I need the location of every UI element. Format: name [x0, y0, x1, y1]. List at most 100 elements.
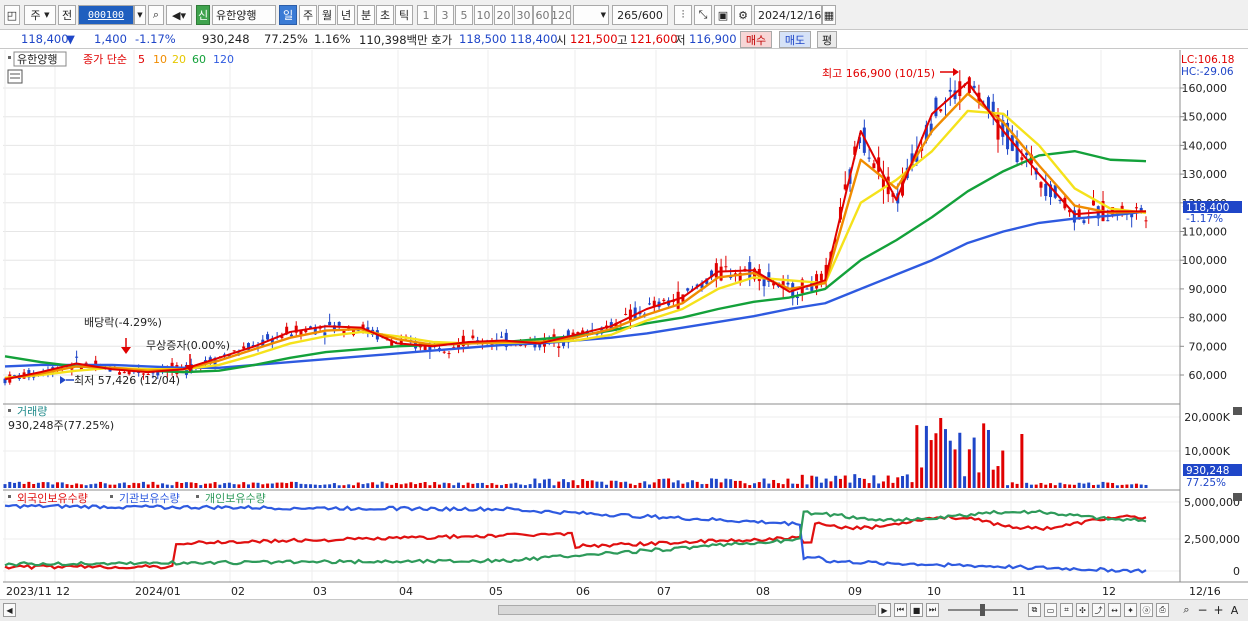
high-annotation: 최고 166,900 (10/15): [822, 67, 959, 80]
pattern-icon[interactable]: ✦: [1124, 603, 1137, 617]
sell-button[interactable]: 매도: [779, 31, 811, 48]
candle-body: [294, 325, 298, 333]
window-icon[interactable]: ▭: [1044, 603, 1057, 617]
volume-bar: [485, 485, 489, 488]
candle-body: [867, 157, 871, 159]
candle-body: [423, 345, 427, 351]
volume-bar: [1010, 482, 1014, 488]
volume-bar: [423, 482, 427, 488]
count-field[interactable]: 265/600: [612, 5, 668, 25]
font-size-icon[interactable]: A: [1230, 603, 1239, 617]
print-icon[interactable]: ⎙: [1156, 603, 1169, 617]
volume-y-tick: 20,000K: [1184, 411, 1230, 424]
high-annotation-text: 최고 166,900 (10/15): [822, 67, 935, 80]
volume-bar: [175, 481, 179, 488]
volume-bar: [323, 484, 327, 488]
calendar-icon[interactable]: ▦: [822, 5, 836, 25]
volume-bar: [75, 483, 79, 488]
period-minute-button[interactable]: 분: [357, 5, 375, 25]
period-year-button[interactable]: 년: [337, 5, 355, 25]
crosshair-icon[interactable]: ✣: [1076, 603, 1089, 617]
period-second-button[interactable]: 초: [376, 5, 394, 25]
stock-chart[interactable]: 160,000150,000140,000130,000120,000110,0…: [0, 50, 1248, 599]
volume-bar: [972, 437, 976, 488]
stock-code-input[interactable]: 000100: [78, 5, 134, 25]
period-tick-button[interactable]: 틱: [395, 5, 413, 25]
individual-holding-line: [4, 509, 1147, 567]
range-3-button[interactable]: 3: [436, 5, 454, 25]
candle-body: [924, 124, 928, 141]
zoom-out-icon[interactable]: −: [1197, 603, 1208, 617]
text-tool-icon[interactable]: ⓐ: [1140, 603, 1153, 617]
range-1-button[interactable]: 1: [417, 5, 435, 25]
candle-body: [853, 146, 857, 155]
magnifier-icon[interactable]: ⌕: [1183, 603, 1190, 616]
gear-icon[interactable]: ⚙: [734, 5, 752, 25]
range-dropdown[interactable]: ▼: [573, 5, 609, 25]
scroll-thumb[interactable]: [498, 605, 876, 615]
close-icon[interactable]: [1233, 407, 1242, 415]
window-menu-icon[interactable]: ◰: [4, 5, 20, 25]
line-tool-icon[interactable]: ⤡: [694, 5, 712, 25]
volume-bar: [714, 478, 718, 488]
volume-bar: [270, 483, 274, 488]
close-icon[interactable]: [1233, 493, 1242, 501]
range-60-button[interactable]: 60: [533, 5, 552, 25]
candle-body: [328, 321, 332, 326]
stock-label-box[interactable]: [13, 51, 67, 67]
search-icon[interactable]: ⌕: [148, 5, 164, 25]
scroll-right-button[interactable]: ▶: [878, 603, 891, 617]
volume-bar: [275, 482, 279, 488]
volume-bar: [165, 484, 169, 488]
trend-icon[interactable]: ⤴: [1092, 603, 1105, 617]
copy-icon[interactable]: ⧉: [1028, 603, 1041, 617]
last-page-icon[interactable]: ⏭: [926, 603, 939, 617]
candle-body: [1144, 220, 1148, 222]
volume-bar: [781, 484, 785, 488]
range-10-button[interactable]: 10: [474, 5, 493, 25]
holding-lines: [4, 503, 1147, 574]
period-day-button[interactable]: 일: [279, 5, 297, 25]
volume-bar: [385, 483, 389, 488]
measure-icon[interactable]: ↔: [1108, 603, 1121, 617]
zoom-slider-handle[interactable]: [980, 604, 985, 616]
period-month-button[interactable]: 월: [318, 5, 336, 25]
volume-bar: [36, 482, 40, 488]
avg-button[interactable]: 평: [817, 31, 837, 48]
volume-bar: [280, 482, 284, 488]
range-120-button[interactable]: 120: [552, 5, 571, 25]
range-20-button[interactable]: 20: [494, 5, 513, 25]
candle-body: [795, 296, 799, 299]
candle-settings-icon[interactable]: ⫶: [674, 5, 692, 25]
period-week-button[interactable]: 주: [299, 5, 317, 25]
volume-bar: [996, 466, 1000, 488]
stock-type-select[interactable]: 주 ▼: [24, 5, 56, 25]
save-icon[interactable]: ▣: [714, 5, 732, 25]
volume-bar: [208, 483, 212, 488]
stock-name-field[interactable]: 유한양행: [212, 5, 276, 25]
code-dropdown-icon[interactable]: ▼: [134, 5, 146, 25]
volume-bar: [953, 449, 957, 488]
speaker-icon[interactable]: ◀▾: [166, 5, 192, 25]
candle-body: [767, 272, 771, 282]
zoom-in-icon[interactable]: +: [1213, 603, 1224, 617]
first-page-icon[interactable]: ⏮: [894, 603, 907, 617]
candle-body: [280, 336, 284, 338]
stock-type-label: 주: [30, 9, 41, 22]
candle-body: [318, 327, 322, 329]
table-icon[interactable]: [7, 69, 23, 84]
range-5-button[interactable]: 5: [455, 5, 473, 25]
main-toolbar: ◰ 주 ▼ 전 000100 ▼ ⌕ ◀▾ 신 유한양행 일 주 월 년 분 초…: [0, 0, 1248, 30]
scroll-left-button[interactable]: ◀: [3, 603, 16, 617]
tool-icon[interactable]: ⌗: [1060, 603, 1073, 617]
date-field[interactable]: 2024/12/16: [754, 5, 822, 25]
range-30-button[interactable]: 30: [514, 5, 533, 25]
stop-icon[interactable]: ■: [910, 603, 923, 617]
x-tick-label: 09: [848, 585, 862, 598]
candle-body: [819, 273, 823, 281]
candle-body: [151, 372, 155, 374]
volume-bar: [1053, 485, 1057, 488]
buy-button[interactable]: 매수: [740, 31, 772, 48]
change-value: 1,400: [94, 32, 127, 46]
prev-button[interactable]: 전: [58, 5, 76, 25]
